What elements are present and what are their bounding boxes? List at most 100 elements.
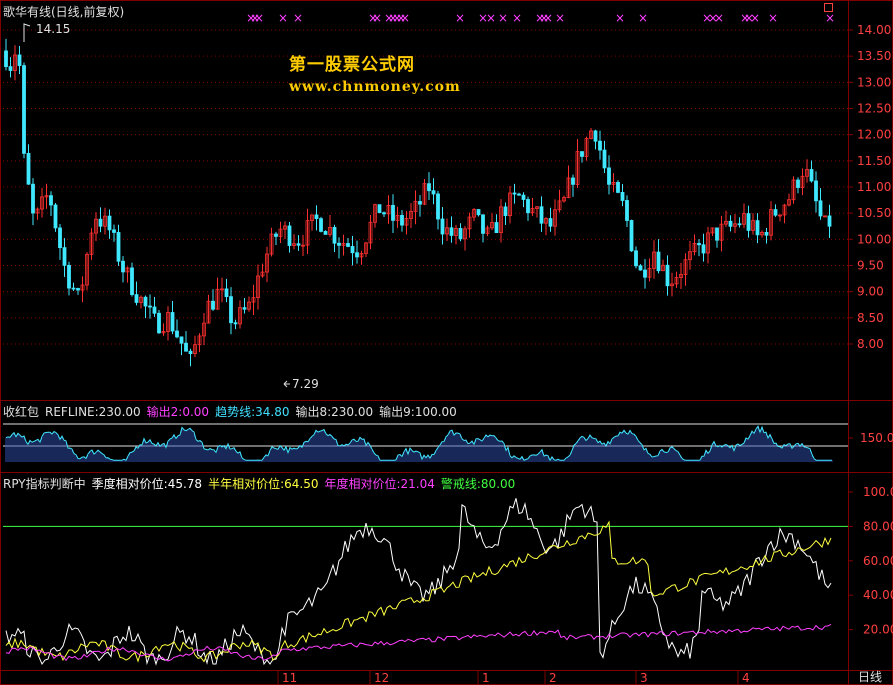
candle-body: [224, 288, 229, 298]
candle-body: [166, 312, 170, 332]
signal-cross-icon: ×: [368, 11, 378, 25]
price-axis-label: 8.50: [857, 311, 884, 325]
candle-body: [665, 264, 670, 287]
candle-body: [800, 175, 805, 188]
candle-body: [607, 167, 611, 185]
candle-body: [386, 204, 391, 215]
candle-body: [103, 215, 107, 227]
candle-body: [278, 228, 283, 237]
indicator1-item: 趋势线:34.80: [215, 405, 290, 419]
high-marker-label: 14.15: [36, 22, 70, 36]
candle-body: [733, 223, 737, 227]
signal-cross-icon: ×: [768, 11, 778, 25]
candle-body: [49, 195, 53, 206]
candle-body: [404, 218, 409, 226]
candle-body: [683, 259, 688, 275]
candle-body: [427, 183, 431, 192]
candle-body: [728, 220, 733, 227]
candle-body: [58, 227, 62, 249]
signal-cross-icon: ×: [638, 11, 648, 25]
indicator2-legend: RPY指标判断中 季度相对价位:45.78 半年相对价位:64.50 年度相对价位:2…: [3, 475, 521, 492]
timeframe-label[interactable]: 日线: [858, 670, 883, 684]
signal-cross-icon: ×: [535, 11, 545, 25]
candle-body: [341, 243, 346, 246]
halfyear-position-line: [5, 520, 832, 663]
candle-body: [355, 252, 359, 258]
candle-body: [215, 288, 220, 310]
candle-body: [778, 214, 782, 217]
candle-body: [814, 180, 818, 202]
candle-body: [368, 221, 373, 244]
price-axis-label: 13.50: [857, 49, 891, 63]
candle-body: [530, 208, 535, 214]
candle-body: [238, 307, 242, 325]
candle-body: [310, 214, 314, 222]
signal-cross-icon: ×: [750, 11, 760, 25]
window-title: 歌华有线(日线,前复权): [3, 5, 125, 19]
candle-body: [422, 183, 427, 205]
time-axis-label: 2: [549, 671, 557, 685]
candle-body: [373, 204, 377, 223]
candle-body: [184, 342, 188, 352]
candle-body: [251, 297, 256, 303]
candle-body: [562, 197, 566, 202]
candle-body: [94, 218, 98, 234]
candle-body: [134, 294, 139, 303]
candle-body: [346, 243, 350, 247]
panel-close-icon[interactable]: [824, 3, 833, 12]
time-axis-label: 4: [742, 671, 750, 685]
candle-body: [656, 251, 661, 272]
signal-cross-icon: ×: [246, 11, 256, 25]
indicator2-axis-label: 20.00: [863, 623, 893, 637]
signal-cross-icon: ×: [293, 11, 303, 25]
signal-cross-icon: ×: [702, 11, 712, 25]
candle-body: [274, 233, 278, 237]
indicator2-item: 季度相对价位:45.78: [91, 477, 203, 491]
candle-body: [67, 264, 71, 289]
signal-cross-icon: ×: [455, 11, 465, 25]
candle-body: [161, 331, 166, 334]
candle-body: [377, 204, 382, 214]
candle-body: [566, 177, 571, 198]
candle-body: [751, 220, 755, 231]
low-marker-label: 7.29: [292, 377, 319, 391]
time-axis-label: 11: [282, 671, 297, 685]
candle-body: [571, 177, 575, 185]
low-marker-arrow: [283, 380, 290, 388]
price-axis-label: 10.50: [857, 206, 891, 220]
indicator1-item: 输出2:0.00: [146, 405, 210, 419]
indicator2-axis-label: 100.0: [863, 485, 893, 499]
candle-body: [503, 206, 508, 217]
candle-body: [8, 66, 13, 71]
candle-body: [688, 251, 692, 261]
signal-cross-icon: ×: [278, 11, 288, 25]
candle-body: [787, 199, 791, 206]
candle-body: [382, 212, 386, 215]
candle-body: [193, 344, 197, 355]
candle-body: [593, 130, 598, 142]
candle-body: [265, 253, 269, 273]
candle-body: [391, 204, 395, 221]
candle-body: [400, 214, 404, 226]
candle-body: [692, 243, 697, 253]
candle-body: [625, 200, 629, 221]
candle-body: [827, 215, 832, 227]
candle-body: [629, 220, 634, 252]
signal-cross-icon: ×: [384, 11, 394, 25]
candle-body: [719, 223, 724, 241]
candle-body: [521, 194, 526, 200]
signal-cross-icon: ×: [372, 11, 382, 25]
candle-body: [22, 65, 26, 154]
candle-body: [85, 253, 89, 286]
price-axis-label: 13.00: [857, 75, 891, 89]
signal-cross-icon: ×: [486, 11, 496, 25]
candle-body: [647, 267, 652, 278]
signal-cross-icon: ×: [392, 11, 402, 25]
candle-body: [62, 247, 67, 266]
candle-body: [107, 215, 112, 231]
candle-body: [296, 243, 301, 246]
signal-cross-icon: ×: [714, 11, 724, 25]
candle-body: [742, 213, 746, 225]
